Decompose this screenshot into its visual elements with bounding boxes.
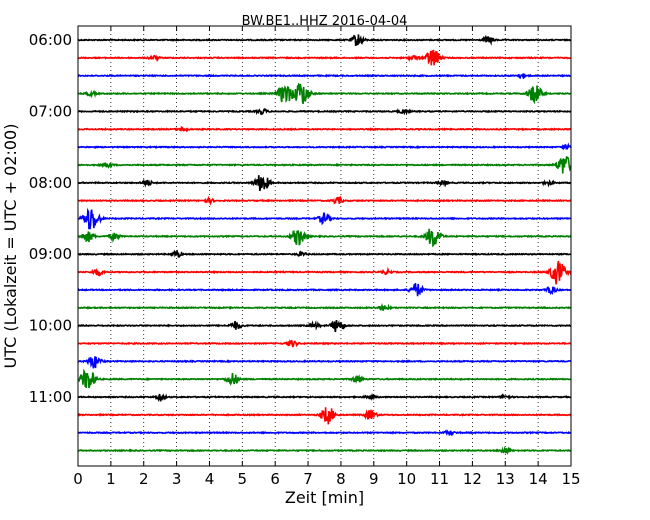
trace-0730 bbox=[77, 142, 572, 151]
trace-0630 bbox=[77, 73, 572, 80]
chart-title: BW.BE1..HHZ 2016-04-04 bbox=[242, 14, 408, 29]
trace-0745 bbox=[77, 156, 572, 174]
trace-0900 bbox=[77, 249, 572, 259]
trace-0600 bbox=[77, 34, 572, 47]
trace-0915 bbox=[77, 260, 572, 285]
x-tick-label: 6 bbox=[270, 470, 280, 488]
trace-1100 bbox=[77, 392, 572, 403]
y-tick-label: 11:00 bbox=[29, 388, 72, 406]
seismic-traces bbox=[77, 34, 572, 455]
trace-0845 bbox=[77, 228, 572, 248]
trace-0800 bbox=[77, 175, 572, 192]
trace-0830 bbox=[77, 207, 572, 230]
x-tick-label: 4 bbox=[205, 470, 215, 488]
x-tick-label: 13 bbox=[496, 470, 515, 488]
x-tick-label: 2 bbox=[139, 470, 149, 488]
x-tick-label: 10 bbox=[397, 470, 416, 488]
trace-1145 bbox=[77, 446, 572, 455]
x-tick-label: 5 bbox=[238, 470, 248, 488]
trace-1030 bbox=[77, 356, 572, 369]
trace-0700 bbox=[77, 107, 572, 116]
trace-0715 bbox=[77, 126, 572, 133]
x-axis-ticks: 0 1 2 3 4 5 6 7 8 9 10 11 12 13 14 15 bbox=[73, 26, 581, 488]
trace-0815 bbox=[77, 195, 572, 206]
x-axis-label: Zeit [min] bbox=[285, 488, 364, 507]
y-axis-ticks: 06:00 07:00 08:00 09:00 10:00 11:00 bbox=[29, 31, 83, 406]
x-tick-label: 14 bbox=[529, 470, 548, 488]
y-tick-label: 06:00 bbox=[29, 31, 72, 49]
y-axis-label: UTC (Lokalzeit = UTC + 02:00) bbox=[1, 124, 20, 369]
grid-lines bbox=[110, 26, 539, 466]
x-tick-label: 7 bbox=[303, 470, 313, 488]
x-tick-label: 11 bbox=[430, 470, 449, 488]
x-tick-label: 12 bbox=[463, 470, 482, 488]
x-tick-label: 15 bbox=[561, 470, 580, 488]
plot-frame bbox=[77, 25, 572, 467]
trace-1015 bbox=[77, 339, 572, 348]
trace-0930 bbox=[77, 282, 572, 297]
y-tick-label: 08:00 bbox=[29, 174, 72, 192]
trace-1000 bbox=[77, 319, 572, 333]
trace-0615 bbox=[77, 49, 572, 66]
x-tick-label: 8 bbox=[336, 470, 346, 488]
trace-0945 bbox=[77, 302, 572, 311]
trace-1130 bbox=[77, 429, 572, 437]
trace-1115 bbox=[77, 407, 572, 425]
y-tick-label: 07:00 bbox=[29, 102, 72, 120]
x-tick-label: 0 bbox=[73, 470, 83, 488]
y-tick-label: 09:00 bbox=[29, 245, 72, 263]
y-tick-label: 10:00 bbox=[29, 317, 72, 335]
trace-1045 bbox=[77, 368, 572, 389]
x-tick-label: 3 bbox=[172, 470, 182, 488]
trace-0645 bbox=[77, 82, 572, 105]
x-tick-label: 9 bbox=[369, 470, 379, 488]
x-tick-label: 1 bbox=[106, 470, 116, 488]
